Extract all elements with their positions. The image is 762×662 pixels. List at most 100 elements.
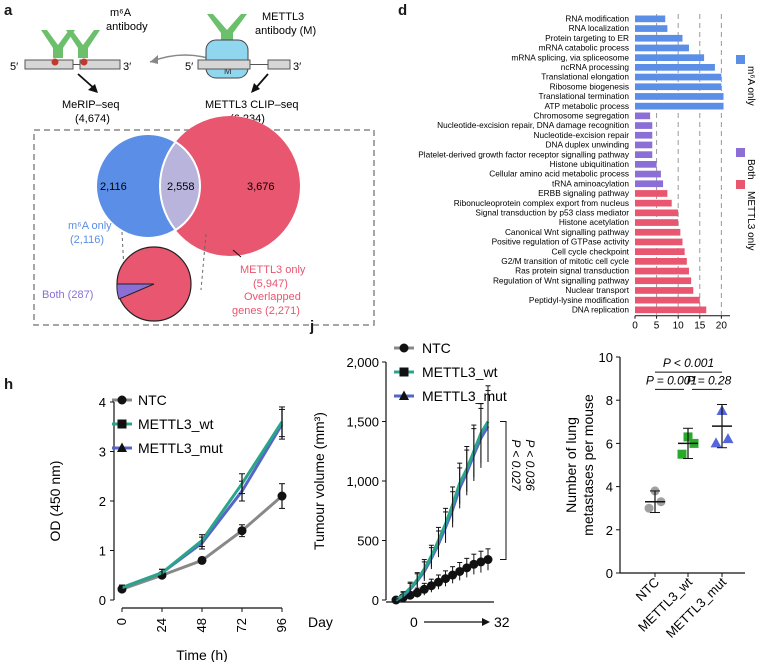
bar-21 bbox=[635, 219, 679, 226]
legend-label: METTL3 only bbox=[745, 191, 756, 250]
mettl3-antibody-label-1: METTL3 bbox=[262, 11, 304, 23]
x-tick-label: 48 bbox=[194, 618, 209, 632]
bar-27 bbox=[635, 277, 692, 285]
panel-a-label: a bbox=[4, 2, 13, 19]
y-tick-label: 0 bbox=[99, 593, 106, 608]
category-label: G2/M transition of mitotic cell cycle bbox=[501, 256, 629, 266]
category-label: Ras protein signal transduction bbox=[515, 266, 629, 276]
category-label: RNA modification bbox=[565, 14, 629, 24]
mrna-box-c-right bbox=[267, 59, 291, 70]
category-label: Cell cycle checkpoint bbox=[552, 246, 630, 256]
five-prime-a: 5′ bbox=[10, 61, 18, 73]
y-tick-label: 0 bbox=[606, 566, 613, 581]
x-tick-label: 5 bbox=[654, 321, 660, 332]
data-point bbox=[710, 437, 722, 448]
m6a-only-label: m⁶A only bbox=[68, 220, 112, 232]
time-arrow-head-icon bbox=[482, 618, 490, 626]
data-point bbox=[237, 526, 247, 536]
category-label: DNA duplex unwinding bbox=[546, 140, 630, 150]
bar-30 bbox=[635, 306, 707, 314]
venn-mettl3-circle bbox=[160, 116, 300, 256]
m-label: M bbox=[224, 66, 232, 76]
category-label: DNA replication bbox=[572, 305, 630, 315]
data-point bbox=[426, 581, 436, 591]
bar-3 bbox=[635, 44, 689, 52]
category-label: Cellular amino acid metabolic process bbox=[489, 169, 629, 179]
data-point bbox=[277, 491, 287, 501]
data-point bbox=[448, 570, 458, 580]
bar-14 bbox=[635, 151, 653, 158]
category-label: Peptidyl-lysine modification bbox=[529, 295, 629, 305]
bar-23 bbox=[635, 238, 683, 246]
category-label: Ribosome biogenesis bbox=[550, 81, 629, 91]
y-axis-label: OD (450 nm) bbox=[47, 461, 63, 542]
bar-2 bbox=[635, 34, 683, 42]
category-label: Ribonucleoprotein complex export from nu… bbox=[454, 198, 629, 208]
legend-marker-1 bbox=[117, 419, 127, 429]
category-label: Platelet-derived growth factor receptor … bbox=[418, 149, 630, 159]
legend-swatch-2 bbox=[736, 180, 745, 189]
y-tick-label: 6 bbox=[606, 436, 613, 451]
category-label: Regulation of Wnt signalling pathway bbox=[493, 275, 630, 285]
bar-10 bbox=[635, 112, 651, 120]
legend-label: Both bbox=[745, 159, 756, 180]
legend-label: METTL3_wt bbox=[422, 364, 498, 380]
data-point bbox=[441, 574, 451, 584]
bar-5 bbox=[635, 64, 715, 71]
data-point bbox=[677, 449, 687, 459]
pie-both-slice bbox=[116, 283, 155, 300]
y-tick-label: 1 bbox=[99, 544, 106, 559]
category-label: Translational elongation bbox=[541, 72, 629, 82]
bar-15 bbox=[635, 161, 657, 168]
bar-0 bbox=[635, 15, 666, 23]
data-point bbox=[412, 588, 422, 598]
bar-8 bbox=[635, 93, 724, 100]
y-tick-label: 1,500 bbox=[346, 415, 379, 430]
category-label: Chromosome segregation bbox=[534, 111, 630, 121]
category-label: tRNA aminoacylation bbox=[552, 178, 629, 188]
x-end-label: 32 bbox=[494, 614, 510, 630]
bar-26 bbox=[635, 267, 689, 275]
bar-9 bbox=[635, 102, 724, 110]
clip-label: METTL3 CLIP–seq bbox=[205, 99, 299, 111]
category-label: mRNA catabolic process bbox=[539, 43, 629, 53]
data-point bbox=[644, 503, 654, 513]
mettl3-antibody-label-2: antibody (M) bbox=[255, 25, 316, 37]
mrna-box-c-left bbox=[197, 59, 251, 70]
y-tick-label: 2 bbox=[606, 523, 613, 538]
data-point bbox=[483, 555, 493, 565]
five-prime-c: 5′ bbox=[185, 61, 193, 73]
category-label: ERBB signaling pathway bbox=[538, 188, 630, 198]
panel-h-chart: 0 1 2 3 4 0 24 48 72 96 Time (h) OD (450 nm) NTC METT… bbox=[47, 392, 289, 662]
three-prime-a: 3′ bbox=[123, 61, 131, 73]
mettl3-only-count: (5,947) bbox=[253, 278, 288, 290]
panel-j-metastases-chart: 0 2 4 6 8 10 Number of lung metastases per mous… bbox=[563, 350, 745, 641]
y-tick-label: 1,000 bbox=[346, 474, 379, 489]
x-tick-label: 20 bbox=[716, 321, 728, 332]
legend-label: NTC bbox=[422, 340, 451, 356]
m6a-mark-2 bbox=[80, 58, 88, 66]
x-day-label: Day bbox=[308, 614, 333, 630]
legend-marker-2 bbox=[117, 442, 127, 452]
legend-label: METTL3_mut bbox=[422, 388, 507, 404]
x-tick-label: 0 bbox=[114, 618, 129, 625]
bar-19 bbox=[635, 199, 672, 207]
bar-11 bbox=[635, 122, 653, 129]
x-tick-label: NTC bbox=[633, 575, 662, 604]
x-axis-label: Time (h) bbox=[176, 647, 228, 662]
category-label: ncRNA processing bbox=[561, 62, 630, 72]
y-axis-label: Tumour volume (mm³) bbox=[311, 412, 327, 550]
x-tick-label: 10 bbox=[673, 321, 685, 332]
category-label: ATP metabolic process bbox=[544, 101, 629, 111]
bar-6 bbox=[635, 73, 722, 81]
three-prime-c: 3′ bbox=[293, 61, 301, 73]
x-tick-label: 15 bbox=[694, 321, 706, 332]
category-label: Signal transduction by p53 class mediato… bbox=[475, 208, 629, 218]
arrow-down-left-icon bbox=[88, 84, 98, 93]
y-tick-label: 8 bbox=[606, 393, 613, 408]
bar-1 bbox=[635, 25, 668, 32]
legend-marker-1 bbox=[399, 367, 409, 377]
panel-h-label: h bbox=[4, 376, 14, 393]
data-point bbox=[197, 555, 207, 565]
legend-swatch-1 bbox=[736, 148, 745, 157]
